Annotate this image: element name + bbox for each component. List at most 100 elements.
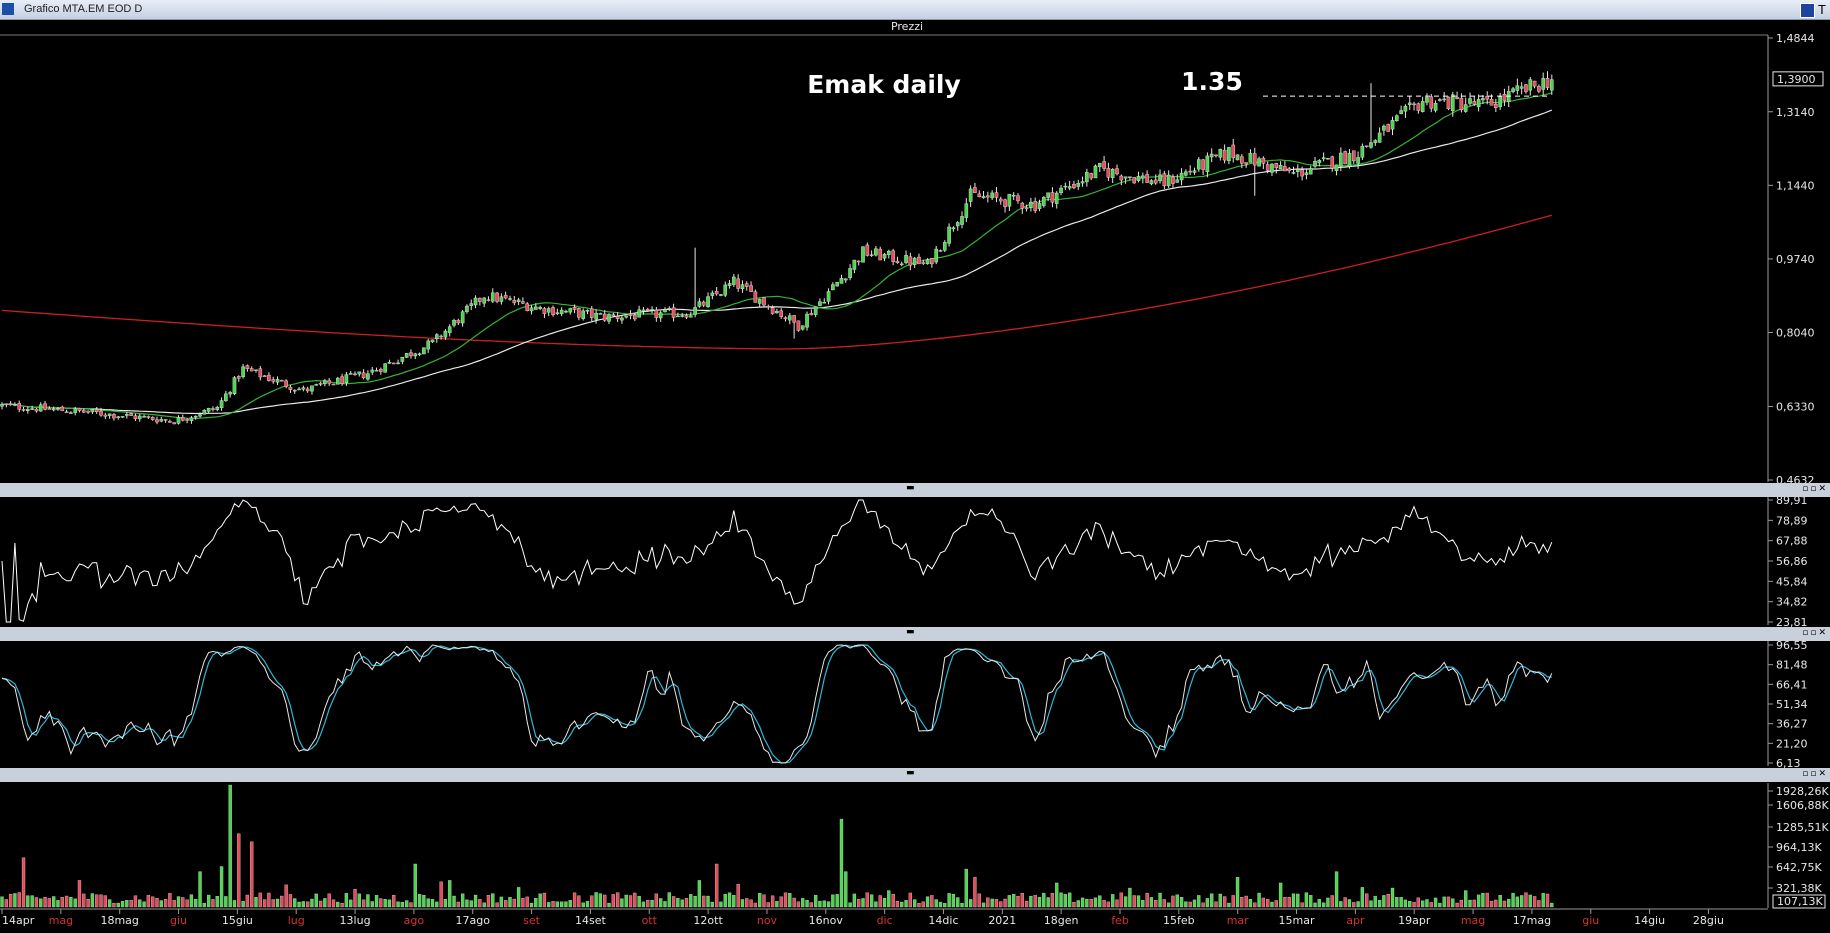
pane-grip-icon[interactable]: ▬ (906, 768, 915, 778)
volume-bar (39, 898, 43, 908)
volume-bar (353, 889, 357, 908)
candle-body (1054, 192, 1059, 204)
pane-window-controls[interactable]: ▫▫✕ (1802, 769, 1828, 779)
candle-body (452, 320, 456, 326)
volume-bar (762, 894, 766, 908)
volume-bar (796, 901, 801, 908)
current-volume-label: 107,13K (1777, 895, 1823, 908)
stochastic-panel[interactable] (1, 644, 1553, 764)
volume-bar (4, 899, 8, 908)
volume-bar (1390, 887, 1395, 908)
candle-body (301, 387, 306, 390)
candle-body (1029, 201, 1033, 208)
volume-bar (413, 863, 417, 908)
volume-bar (417, 894, 422, 908)
volume-bar (1210, 893, 1214, 908)
volume-bar (1532, 896, 1537, 908)
candle-body (1179, 172, 1184, 181)
candle-body (1407, 102, 1412, 105)
candle-body (521, 301, 525, 304)
volume-bar (383, 899, 387, 908)
volume-bar (624, 894, 628, 908)
candle-body (215, 406, 220, 411)
volume-bar (1515, 896, 1520, 908)
stochastic-tick-label: 66,41 (1776, 678, 1808, 691)
volume-bar (112, 903, 116, 908)
date-tick-label: feb (1111, 914, 1129, 927)
candle-body (56, 408, 60, 410)
volume-bar (1472, 899, 1476, 908)
volume-bar (904, 900, 908, 908)
candle-body (1519, 86, 1524, 89)
candle-body (1532, 80, 1537, 87)
candle-body (430, 339, 435, 343)
candle-body (611, 314, 616, 316)
volume-bar (508, 897, 512, 908)
volume-bar (340, 903, 344, 908)
volume-bar (374, 895, 379, 908)
volume-bar (611, 894, 615, 908)
current-price-badge (1772, 71, 1824, 87)
price-panel[interactable] (0, 71, 1554, 425)
volume-panel[interactable] (0, 784, 1554, 908)
pane-window-controls[interactable]: ▫▫✕ (1802, 484, 1828, 494)
candle-body (1257, 158, 1261, 167)
date-tick-label: 15feb (1163, 914, 1195, 927)
volume-bar (865, 892, 869, 908)
candle-body (1347, 152, 1352, 167)
candle-body (379, 368, 383, 372)
resistance-annotation: 1.35 (1181, 67, 1243, 96)
volume-bar (693, 896, 697, 908)
candle-body (51, 408, 56, 411)
volume-bar (245, 894, 250, 908)
volume-bar (900, 901, 904, 908)
volume-bar (671, 896, 676, 908)
candle-body (1067, 186, 1072, 189)
pane-divider-volume[interactable]: ▬ ▫▫✕ (0, 768, 1830, 782)
pane-grip-icon[interactable]: ▬ (906, 483, 915, 493)
pane-grip-icon[interactable]: ▬ (906, 627, 915, 637)
candle-body (120, 416, 125, 418)
pane-divider-oscillator[interactable]: ▬ ▫▫✕ (0, 483, 1830, 497)
pane-window-controls[interactable]: ▫▫✕ (1802, 628, 1828, 638)
candle-body (90, 409, 95, 413)
volume-bar (1231, 895, 1235, 908)
stochastic-tick-label: 36,27 (1776, 718, 1808, 731)
window-control-icon[interactable] (1800, 3, 1815, 18)
candle-body (499, 296, 504, 302)
candle-body (1175, 179, 1180, 183)
date-tick-label: giu (1582, 914, 1599, 927)
volume-bar (1446, 896, 1451, 908)
candle-body (1080, 181, 1085, 184)
volume-bar (1433, 897, 1438, 908)
date-tick-label: dic (877, 914, 893, 927)
volume-bar (1111, 894, 1115, 908)
candle-body (1334, 164, 1339, 172)
oscillator-panel[interactable] (1, 499, 1553, 623)
volume-bar (1498, 895, 1502, 908)
volume-bar (228, 784, 232, 908)
candle-body (404, 353, 409, 358)
volume-bar (1063, 894, 1067, 908)
candle-body (1248, 152, 1253, 163)
candle-body (1132, 177, 1137, 184)
candle-body (353, 373, 357, 376)
volume-bar (194, 898, 198, 908)
candle-body (719, 294, 723, 296)
volume-bar (30, 895, 34, 908)
volume-bar (659, 898, 663, 908)
candle-body (267, 374, 271, 381)
volume-bar (598, 893, 603, 908)
candle-body (740, 284, 745, 289)
candle-body (792, 315, 796, 323)
candle-body (805, 313, 809, 328)
pane-divider-stochastic[interactable]: ▬ ▫▫✕ (0, 627, 1830, 641)
volume-bar (947, 893, 951, 908)
candle-body (602, 313, 607, 321)
candle-body (1261, 157, 1266, 164)
oscillator-tick-label: 67,88 (1776, 535, 1808, 548)
candle-body (116, 416, 121, 418)
candle-body (680, 315, 684, 317)
